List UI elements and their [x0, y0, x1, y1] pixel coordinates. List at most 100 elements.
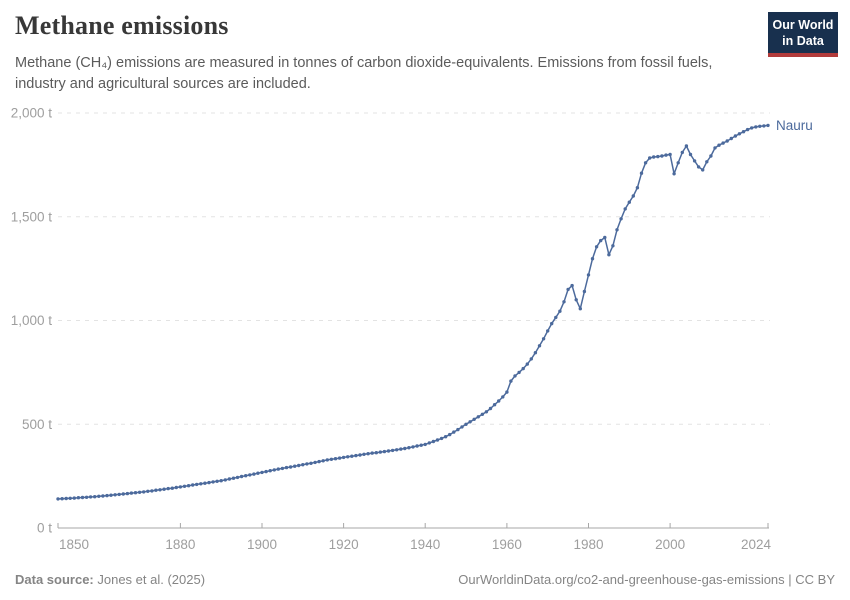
data-point — [88, 495, 93, 499]
data-point — [93, 495, 97, 499]
data-point — [501, 395, 505, 399]
data-point — [509, 379, 513, 383]
data-point — [227, 477, 232, 481]
y-tick-label: 1,500 t — [11, 209, 53, 224]
x-tick-label: 1900 — [247, 537, 277, 552]
data-point — [537, 344, 542, 348]
data-point — [554, 315, 558, 320]
data-point — [419, 443, 423, 447]
data-point — [615, 228, 619, 232]
x-tick-label: 1960 — [492, 537, 522, 552]
data-point — [435, 438, 440, 442]
data-point — [395, 448, 399, 452]
data-point — [594, 245, 599, 249]
data-point — [129, 491, 134, 495]
data-point — [284, 465, 289, 470]
data-point — [309, 461, 313, 465]
data-point — [142, 490, 146, 494]
data-point — [754, 125, 758, 129]
data-point — [541, 337, 546, 341]
data-point — [166, 486, 170, 491]
data-point — [415, 444, 419, 448]
data-point — [623, 207, 627, 211]
data-point — [150, 489, 154, 493]
owid-logo-line2: in Data — [782, 34, 824, 48]
data-point — [484, 410, 489, 414]
data-point — [497, 399, 501, 403]
data-point — [341, 455, 346, 460]
data-source-label: Data source: — [15, 572, 94, 587]
data-point — [582, 289, 587, 294]
footer-link[interactable]: OurWorldinData.org/co2-and-greenhouse-ga… — [458, 572, 835, 587]
owid-logo[interactable]: Our World in Data — [768, 12, 838, 57]
data-point — [423, 442, 427, 447]
data-point — [101, 494, 105, 498]
data-point — [599, 238, 603, 243]
data-point — [64, 496, 68, 501]
data-point — [643, 161, 648, 165]
data-point — [619, 217, 623, 221]
entity-label-nauru[interactable]: Nauru — [776, 118, 813, 133]
data-point — [386, 449, 391, 453]
data-point — [586, 273, 591, 277]
data-point — [125, 491, 130, 496]
data-point — [170, 486, 174, 490]
data-point — [439, 436, 444, 441]
data-point — [248, 473, 252, 477]
chart-subtitle-line1: Methane (CH₄) emissions are measured in … — [15, 55, 713, 71]
data-point — [350, 454, 354, 458]
data-point — [411, 445, 415, 449]
data-point — [211, 480, 215, 484]
data-point — [182, 484, 187, 488]
data-point — [692, 159, 697, 163]
data-point — [354, 453, 358, 458]
data-point — [137, 490, 142, 494]
data-point — [370, 451, 374, 455]
data-point — [443, 435, 448, 439]
data-point — [80, 495, 85, 500]
data-point — [529, 357, 533, 361]
data-point — [725, 139, 729, 143]
data-point — [737, 132, 742, 136]
data-point — [362, 452, 366, 456]
data-point — [60, 497, 64, 501]
data-point — [488, 406, 493, 411]
data-point — [717, 143, 721, 147]
data-point — [407, 446, 411, 450]
data-point — [264, 469, 268, 474]
data-point — [337, 456, 342, 460]
data-point — [664, 153, 668, 157]
y-tick-label: 1,000 t — [11, 313, 53, 328]
data-point — [325, 458, 329, 462]
y-tick-label: 0 t — [37, 521, 52, 536]
data-point — [505, 390, 509, 394]
data-point — [268, 469, 272, 473]
data-point — [301, 463, 305, 467]
data-point — [293, 464, 297, 468]
data-point — [676, 161, 680, 165]
data-point — [611, 244, 615, 248]
data-point — [513, 374, 517, 378]
data-point — [178, 485, 183, 489]
emissions-line[interactable] — [57, 124, 769, 500]
data-point — [97, 494, 101, 498]
data-point — [427, 441, 431, 445]
data-point — [244, 474, 248, 478]
data-source-value: Jones et al. (2025) — [93, 572, 206, 587]
data-point — [56, 497, 60, 501]
data-point — [288, 465, 293, 469]
data-point — [382, 449, 387, 454]
data-point — [492, 403, 497, 407]
data-point — [713, 146, 717, 150]
data-point — [550, 321, 554, 326]
data-point — [558, 309, 562, 313]
data-point — [603, 235, 607, 240]
data-point — [305, 462, 309, 466]
data-point — [239, 474, 244, 479]
x-tick-label: 1920 — [329, 537, 359, 552]
chart-subtitle: Methane (CH₄) emissions are measured in … — [15, 53, 760, 95]
x-tick-label: 1880 — [165, 537, 195, 552]
data-point — [146, 489, 150, 493]
